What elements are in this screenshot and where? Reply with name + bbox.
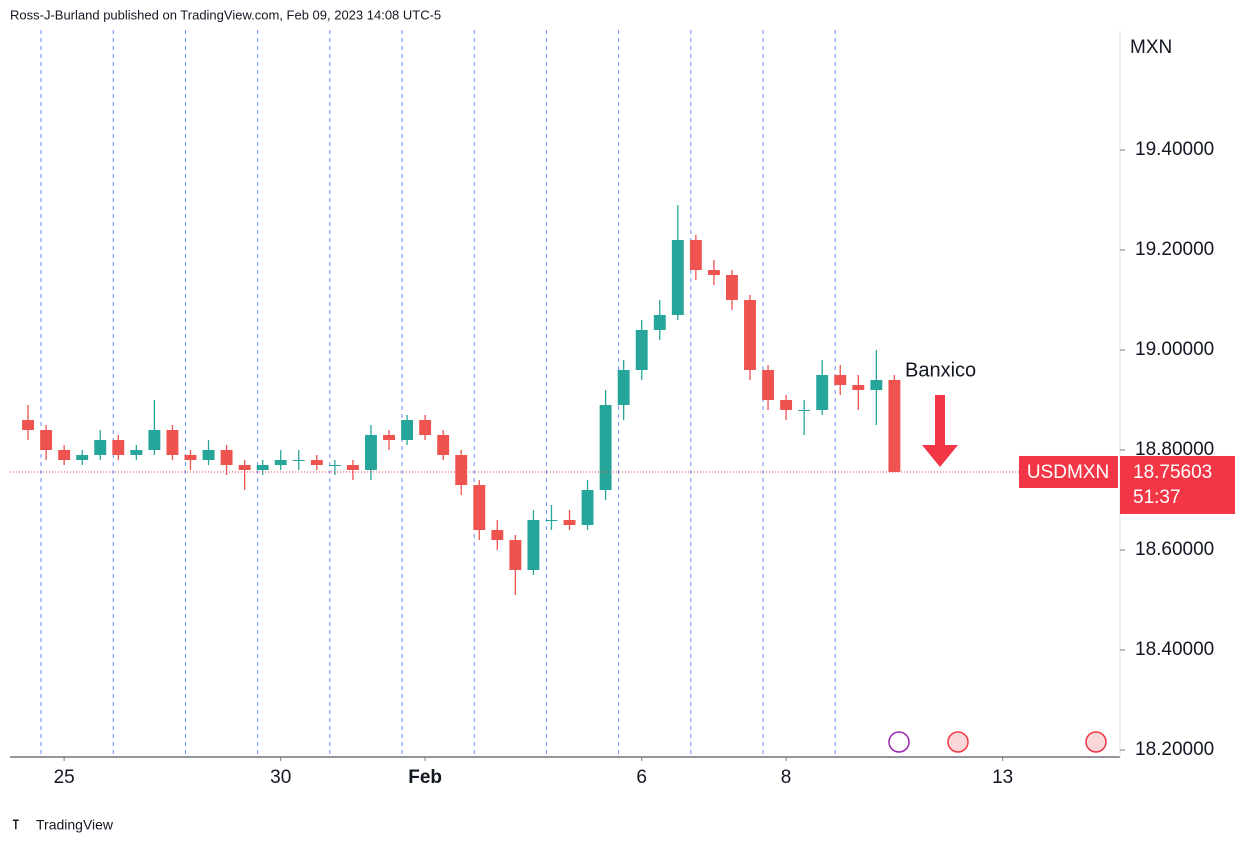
y-tick-label: 18.80000 (1135, 439, 1214, 460)
footer: TradingView (36, 817, 114, 833)
last-price-label: 18.75603 (1133, 462, 1212, 483)
event-icons (888, 731, 1107, 753)
candle-body (238, 465, 251, 470)
candle-body (798, 410, 811, 411)
candle-body (401, 420, 414, 440)
candle-body (130, 450, 143, 455)
candle-body (599, 405, 612, 490)
candle-body (491, 530, 504, 540)
candle-body (346, 465, 359, 470)
candle-body (834, 375, 847, 385)
candle-body (365, 435, 377, 470)
candle-body (40, 430, 53, 450)
candle-body (58, 450, 71, 460)
candle-body (527, 520, 540, 570)
candle-body (202, 450, 215, 460)
candle-body (689, 240, 702, 270)
candle-body (581, 490, 594, 525)
x-tick-label: Feb (408, 767, 442, 788)
candle-body (870, 380, 883, 390)
header: Ross-J-Burland published on TradingView.… (10, 7, 441, 22)
candle-body (383, 435, 395, 440)
candle-body (617, 370, 630, 405)
candle-body (888, 380, 901, 472)
countdown-label: 51:37 (1133, 487, 1181, 508)
arrow (922, 395, 958, 467)
candle-body (707, 270, 720, 275)
logo: ⊺ (12, 817, 20, 833)
candle-body (725, 275, 738, 300)
y-tick-label: 19.40000 (1135, 139, 1214, 160)
symbol-label: USDMXN (1027, 462, 1109, 483)
candle-body (112, 440, 125, 455)
candle-body (473, 485, 486, 530)
candle-body (563, 520, 576, 525)
candle-body (437, 435, 450, 455)
x-tick-label: 30 (270, 767, 291, 788)
candle-body (780, 400, 793, 410)
y-tick-label: 18.40000 (1135, 639, 1214, 660)
candle-body (509, 540, 522, 570)
candle-body (744, 300, 756, 370)
symbol-box (1019, 455, 1118, 488)
candle-body (852, 385, 865, 390)
y-tick-label: 18.20000 (1135, 739, 1214, 760)
candle-body (762, 370, 775, 400)
candle-body (328, 465, 341, 466)
candle-body (256, 465, 269, 470)
candle-body (76, 455, 89, 460)
candle-body (22, 420, 35, 430)
y-axis-unit: MXN (1130, 37, 1172, 58)
price-box (1120, 455, 1235, 514)
y-tick-label: 19.00000 (1135, 339, 1214, 360)
x-tick-label: 25 (54, 767, 75, 788)
candle-body (274, 460, 287, 465)
candle-body (653, 315, 666, 330)
x-tick-label: 13 (992, 767, 1013, 788)
candle-body (166, 430, 179, 455)
candle-body (94, 440, 107, 455)
candle-body (419, 420, 432, 435)
annotation: Banxico (905, 359, 976, 381)
candle-body (816, 375, 829, 410)
candle-body (545, 520, 558, 521)
x-tick-label: 6 (636, 767, 647, 788)
y-tick-label: 18.60000 (1135, 539, 1214, 560)
candle-body (292, 460, 305, 461)
candle-body (455, 455, 468, 485)
candle-body (310, 460, 323, 465)
candle-body (148, 430, 161, 450)
candle-body (220, 450, 233, 465)
candle-body (184, 455, 197, 460)
x-tick-label: 8 (781, 767, 792, 788)
y-tick-label: 19.20000 (1135, 239, 1214, 260)
candle-body (635, 330, 648, 370)
candle-body (671, 240, 684, 315)
